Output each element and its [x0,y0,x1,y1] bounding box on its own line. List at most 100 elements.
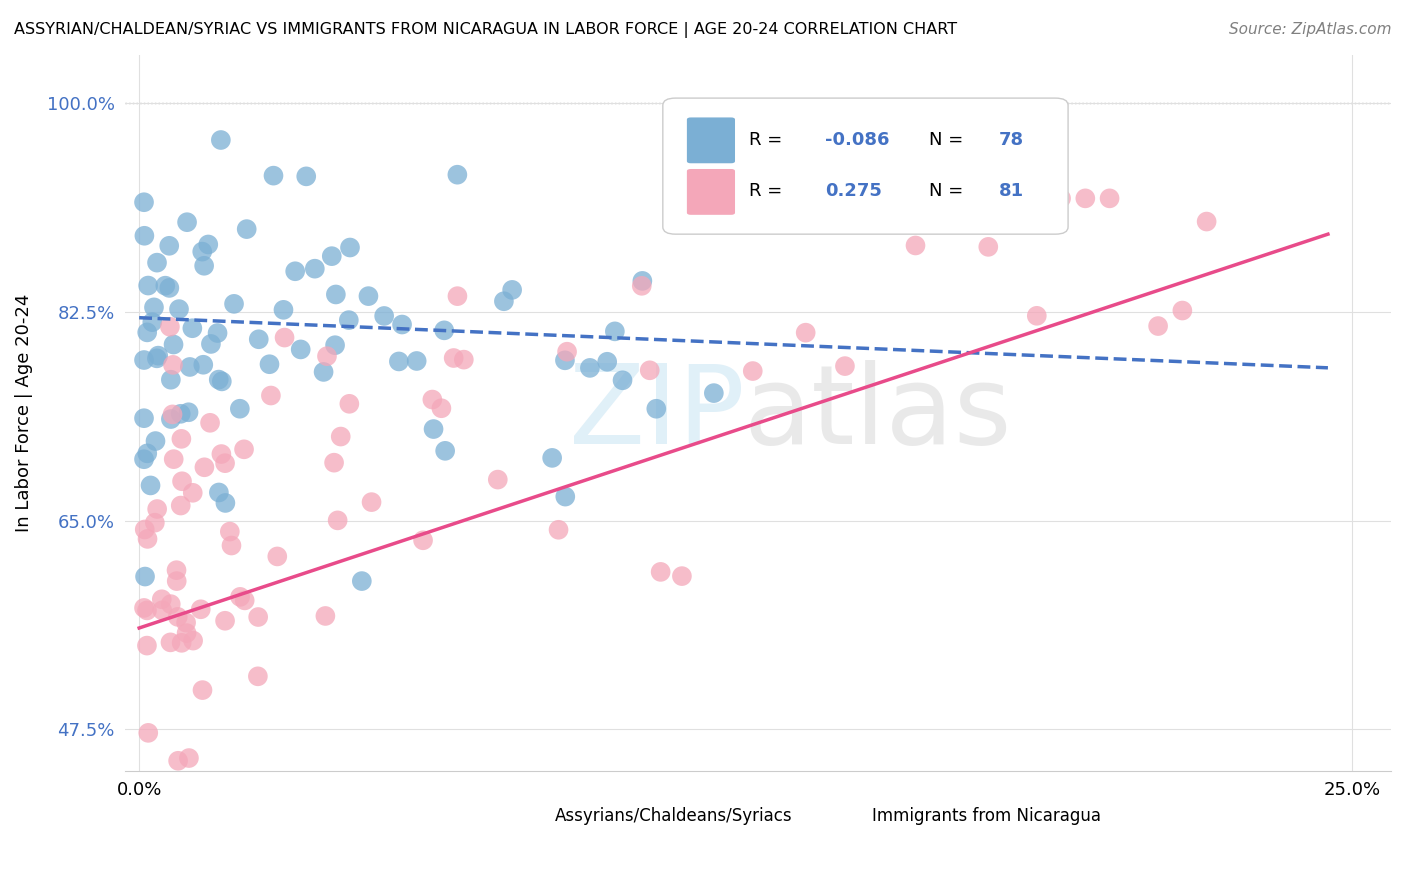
Point [162,358,184,372]
Point [350,574,373,588]
Point [145,434,167,448]
Point [136,532,159,546]
Point [391,318,413,332]
Point [326,513,349,527]
Point [1050,191,1073,205]
Point [321,249,343,263]
Point [290,343,312,357]
Point [166,610,188,624]
Text: ZIP: ZIP [568,359,744,467]
Point [259,357,281,371]
Point [181,321,204,335]
Point [273,330,295,344]
Point [136,603,159,617]
Point [316,349,339,363]
Point [170,432,193,446]
Point [337,313,360,327]
Point [139,478,162,492]
Point [163,452,186,467]
Point [430,401,453,416]
Point [645,401,668,416]
Point [422,392,444,407]
Point [136,639,159,653]
Point [834,359,856,373]
Text: Immigrants from Nicaragua: Immigrants from Nicaragua [872,807,1101,825]
Point [373,309,395,323]
Text: R =: R = [749,130,787,149]
Point [150,592,173,607]
Point [179,359,201,374]
Point [612,373,634,387]
Point [208,485,231,500]
Point [541,450,564,465]
Point [155,278,177,293]
Point [134,569,156,583]
FancyBboxPatch shape [688,118,735,163]
Point [247,610,270,624]
Point [207,326,229,340]
Point [433,323,456,337]
Point [555,344,578,359]
Point [190,602,212,616]
Text: R =: R = [749,182,787,200]
Point [263,169,285,183]
Point [554,490,576,504]
Point [650,565,672,579]
FancyBboxPatch shape [510,803,543,830]
Point [446,289,468,303]
Point [193,460,215,475]
Point [132,601,155,615]
Point [492,294,515,309]
Point [181,633,204,648]
Point [904,238,927,252]
Point [132,353,155,368]
Point [167,302,190,317]
Point [193,358,215,372]
Text: 81: 81 [998,182,1024,200]
Point [453,352,475,367]
Point [329,429,352,443]
Point [143,301,166,315]
Point [166,563,188,577]
Point [412,533,434,548]
Text: 0.275: 0.275 [825,182,882,200]
Point [209,133,232,147]
Point [266,549,288,564]
Point [337,397,360,411]
Point [176,215,198,229]
Point [191,683,214,698]
Point [579,360,602,375]
Point [162,408,184,422]
Point [501,283,523,297]
Point [446,168,468,182]
Point [630,278,652,293]
Point [246,669,269,683]
Point [197,237,219,252]
Point [323,456,346,470]
Point [159,597,181,611]
Point [794,326,817,340]
Point [136,278,159,293]
Point [162,337,184,351]
Point [134,228,156,243]
Point [247,332,270,346]
Point [132,411,155,425]
Point [146,255,169,269]
Text: 78: 78 [998,130,1024,149]
Point [177,405,200,419]
Point [325,287,347,301]
Point [671,569,693,583]
Point [146,351,169,366]
Point [211,375,233,389]
Point [1074,191,1097,205]
Point [312,365,335,379]
Point [638,363,661,377]
Point [295,169,318,184]
Point [134,523,156,537]
Point [209,447,232,461]
Point [603,324,626,338]
Point [554,353,576,368]
Point [1025,309,1047,323]
Point [160,412,183,426]
Point [304,261,326,276]
